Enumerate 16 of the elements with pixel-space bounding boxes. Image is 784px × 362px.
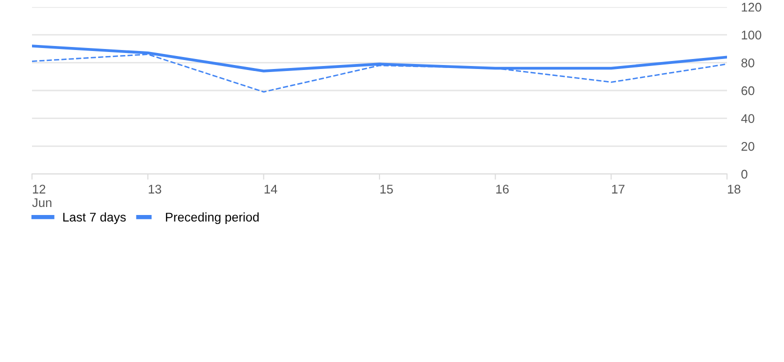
y-tick-label: 60 [742,86,754,96]
x-tick-label: 16 [496,184,509,194]
x-tick-label: 12 Jun [32,184,52,208]
y-tick-label: 120 [742,2,762,12]
x-tick-label: 18 [728,184,740,194]
x-tick-label: 15 [380,184,393,194]
y-tick-label: 20 [742,142,754,151]
x-tick-label: 13 [148,184,162,194]
y-tick-label: 100 [742,30,762,40]
y-tick-label: 80 [741,58,754,68]
legend-label: Preceding period [166,212,259,224]
legend-label: Last 7 days [63,212,126,224]
x-tick-label: 17 [612,184,624,194]
y-tick-label: 40 [741,114,754,123]
x-tick-label: 14 [264,184,278,194]
y-tick-label: 0 [741,170,748,179]
